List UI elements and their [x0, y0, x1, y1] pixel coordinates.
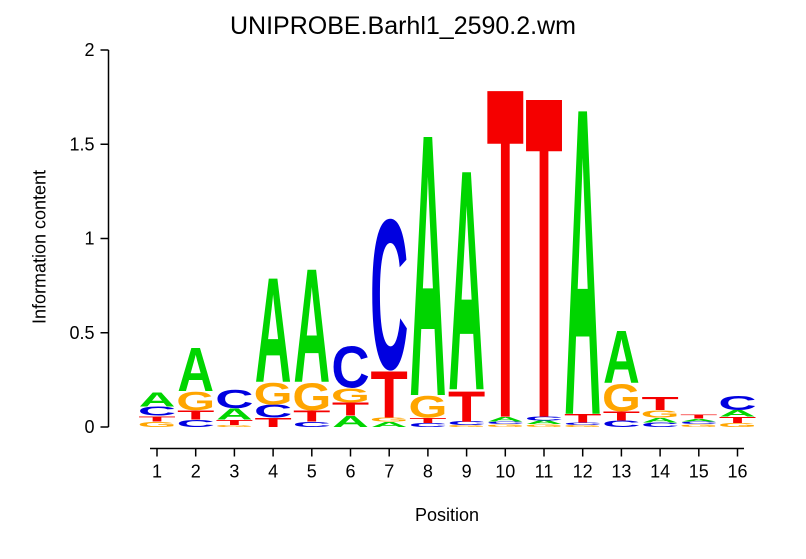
- x-tick-label: 13: [611, 462, 631, 482]
- logo-letter-c-pos9: C: [447, 420, 485, 426]
- y-tick-label: 0.5: [69, 323, 94, 343]
- logo-letter-g-pos14: G: [641, 408, 680, 420]
- logo-letter-c-pos6: C: [331, 334, 369, 401]
- logo-letter-t-pos13: T: [603, 409, 640, 423]
- x-tick-label: 2: [191, 462, 201, 482]
- logo-letter-a-pos1: A: [139, 388, 176, 411]
- logo-letter-g-pos10: G: [486, 423, 525, 427]
- logo-letter-g-pos3: G: [215, 425, 254, 428]
- logo-letter-t-pos10: T: [487, 0, 524, 518]
- x-tick-label: 10: [495, 462, 515, 482]
- logo-letter-t-pos2: T: [177, 408, 214, 422]
- logo-letter-t-pos4: T: [254, 416, 291, 430]
- logo-letter-c-pos15: C: [680, 421, 718, 425]
- logo-letter-a-pos14: A: [642, 416, 679, 423]
- x-tick-label: 11: [535, 462, 554, 482]
- logo-letter-c-pos8: C: [409, 422, 447, 428]
- y-tick-label: 1: [84, 229, 94, 249]
- logo-letter-a-pos8: A: [410, 56, 447, 475]
- logo-letter-c-pos2: C: [177, 418, 215, 430]
- logo-letter-c-pos10: C: [486, 421, 524, 425]
- logo-letter-a-pos10: A: [487, 415, 524, 422]
- logo-letter-a-pos9: A: [448, 103, 485, 456]
- logo-letter-g-pos15: G: [679, 423, 718, 427]
- x-tick-label: 9: [462, 462, 472, 482]
- logo-letter-a-pos3: A: [216, 405, 253, 422]
- x-tick-label: 16: [727, 462, 747, 482]
- logo-letter-g-pos1: G: [138, 420, 177, 429]
- logo-letter-g-pos13: G: [602, 376, 641, 419]
- x-tick-label: 1: [152, 462, 162, 482]
- logo-letter-g-pos9: G: [447, 425, 486, 428]
- logo-letter-t-pos9: T: [448, 382, 485, 431]
- y-tick-label: 2: [84, 40, 94, 60]
- y-tick-label: 0: [84, 417, 94, 437]
- logo-letter-c-pos16: C: [718, 392, 756, 415]
- x-tick-label: 14: [650, 462, 670, 482]
- logo-letter-g-pos8: G: [408, 389, 447, 424]
- logo-letter-t-pos8: T: [409, 416, 447, 425]
- logo-letter-c-pos4: C: [254, 402, 292, 422]
- logo-letter-a-pos7: A: [371, 420, 408, 429]
- logo-letter-c-pos5: C: [293, 420, 331, 429]
- x-tick-label: 7: [384, 462, 394, 482]
- logo-letter-g-pos7: G: [370, 417, 409, 423]
- logo-letter-a-pos6: A: [332, 413, 369, 430]
- logo-letter-c-pos11: C: [525, 416, 563, 422]
- logo-letter-t-pos12: T: [564, 412, 602, 425]
- x-tick-label: 4: [268, 462, 278, 482]
- logo-letter-g-pos16: G: [718, 422, 757, 428]
- logo-letter-a-pos2: A: [177, 336, 214, 405]
- logo-letter-t-pos16: T: [719, 415, 757, 424]
- logo-letter-g-pos12: G: [563, 425, 602, 428]
- chart-title: UNIPROBE.Barhl1_2590.2.wm: [230, 12, 576, 40]
- logo-letter-t-pos3: T: [216, 418, 254, 427]
- x-tick-label: 8: [423, 462, 433, 482]
- logo-letter-a-pos4: A: [255, 246, 292, 413]
- x-tick-label: 5: [307, 462, 317, 482]
- logo-letter-g-pos5: G: [292, 375, 331, 418]
- logo-letter-a-pos16: A: [719, 408, 756, 418]
- x-tick-label: 3: [229, 462, 239, 482]
- x-tick-label: 15: [689, 462, 709, 482]
- x-tick-label: 6: [345, 462, 355, 482]
- logo-letter-t-pos15: T: [680, 414, 717, 420]
- logo-letter-c-pos12: C: [564, 422, 602, 426]
- y-tick-label: 1.5: [69, 134, 94, 154]
- logo-letter-t-pos1: T: [138, 415, 176, 424]
- logo-letter-a-pos5: A: [293, 235, 330, 417]
- logo-letter-t-pos14: T: [641, 394, 678, 415]
- logo-letter-t-pos11: T: [525, 0, 562, 515]
- logo-letter-a-pos11: A: [526, 419, 563, 425]
- logo-letter-c-pos3: C: [215, 385, 253, 414]
- logo-letter-a-pos13: A: [603, 315, 640, 399]
- logo-letter-t-pos7: T: [371, 357, 408, 432]
- logo-letter-g-pos6: G: [331, 384, 370, 407]
- logo-letter-c-pos7: C: [370, 176, 408, 415]
- logo-letter-g-pos4: G: [254, 376, 293, 411]
- logo-letter-t-pos6: T: [332, 399, 369, 420]
- x-axis-label: Position: [414, 505, 480, 525]
- logo-letter-a-pos12: A: [564, 18, 601, 508]
- logo-letter-c-pos1: C: [138, 404, 176, 418]
- logo-letter-t-pos5: T: [293, 408, 330, 425]
- logo-letter-g-pos11: G: [525, 423, 564, 427]
- logo-letter-g-pos2: G: [176, 387, 215, 416]
- x-tick-label: 12: [573, 462, 593, 482]
- logo-letter-c-pos13: C: [602, 419, 640, 429]
- logo-letter-a-pos15: A: [681, 418, 718, 422]
- logo-letter-c-pos14: C: [641, 421, 679, 428]
